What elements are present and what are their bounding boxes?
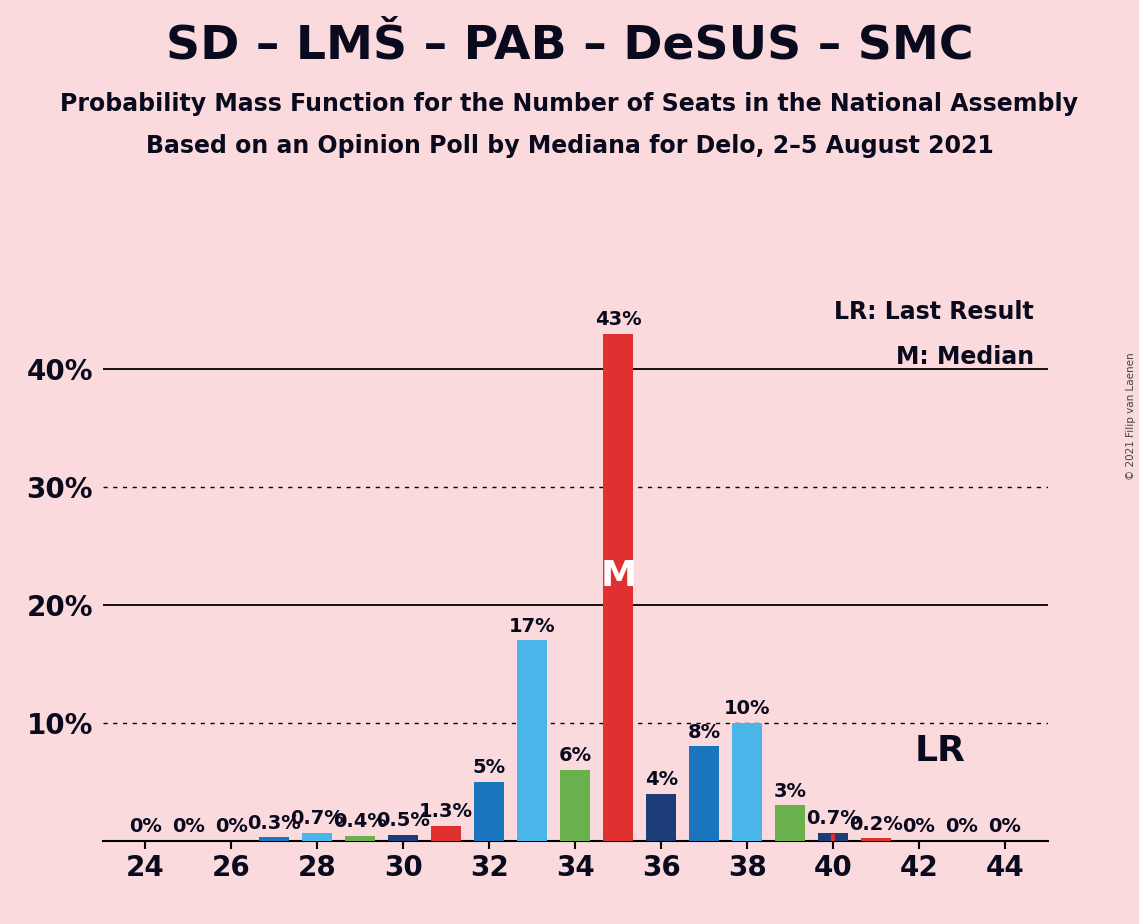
Text: 0.5%: 0.5%: [376, 811, 431, 831]
Text: 17%: 17%: [509, 616, 556, 636]
Text: 0%: 0%: [989, 817, 1022, 836]
Text: LR: LR: [915, 735, 966, 768]
Bar: [474, 782, 505, 841]
Bar: [517, 640, 547, 841]
Bar: [260, 837, 289, 841]
Text: SD – LMŠ – PAB – DeSUS – SMC: SD – LMŠ – PAB – DeSUS – SMC: [165, 23, 974, 68]
Bar: [345, 836, 376, 841]
Text: 43%: 43%: [595, 310, 641, 329]
Text: 0%: 0%: [945, 817, 978, 836]
Text: 1.3%: 1.3%: [419, 802, 474, 821]
Text: 0.7%: 0.7%: [290, 808, 344, 828]
Text: 3%: 3%: [773, 782, 806, 801]
Text: 0%: 0%: [129, 817, 162, 836]
Bar: [818, 833, 849, 841]
Text: 6%: 6%: [558, 747, 592, 765]
Text: 0%: 0%: [215, 817, 248, 836]
Text: 5%: 5%: [473, 759, 506, 777]
Bar: [604, 334, 633, 841]
Bar: [560, 770, 590, 841]
Text: 0%: 0%: [902, 817, 935, 836]
Text: LR: Last Result: LR: Last Result: [834, 300, 1034, 324]
Bar: [302, 833, 333, 841]
Bar: [861, 838, 891, 841]
Text: 4%: 4%: [645, 770, 678, 789]
Text: Based on an Opinion Poll by Mediana for Delo, 2–5 August 2021: Based on an Opinion Poll by Mediana for …: [146, 134, 993, 158]
Bar: [689, 747, 719, 841]
Text: 10%: 10%: [723, 699, 770, 718]
Text: 0.7%: 0.7%: [806, 808, 860, 828]
Text: 8%: 8%: [688, 723, 721, 742]
Text: 0%: 0%: [172, 817, 205, 836]
Text: 0.3%: 0.3%: [247, 814, 302, 833]
Bar: [775, 806, 805, 841]
Text: © 2021 Filip van Laenen: © 2021 Filip van Laenen: [1126, 352, 1136, 480]
Text: M: Median: M: Median: [895, 345, 1034, 369]
Text: M: M: [600, 559, 637, 593]
Text: 0.4%: 0.4%: [334, 812, 387, 832]
Text: Probability Mass Function for the Number of Seats in the National Assembly: Probability Mass Function for the Number…: [60, 92, 1079, 116]
Bar: [388, 835, 418, 841]
Bar: [732, 723, 762, 841]
Bar: [646, 794, 677, 841]
Bar: [432, 825, 461, 841]
Text: 0.2%: 0.2%: [849, 815, 903, 833]
